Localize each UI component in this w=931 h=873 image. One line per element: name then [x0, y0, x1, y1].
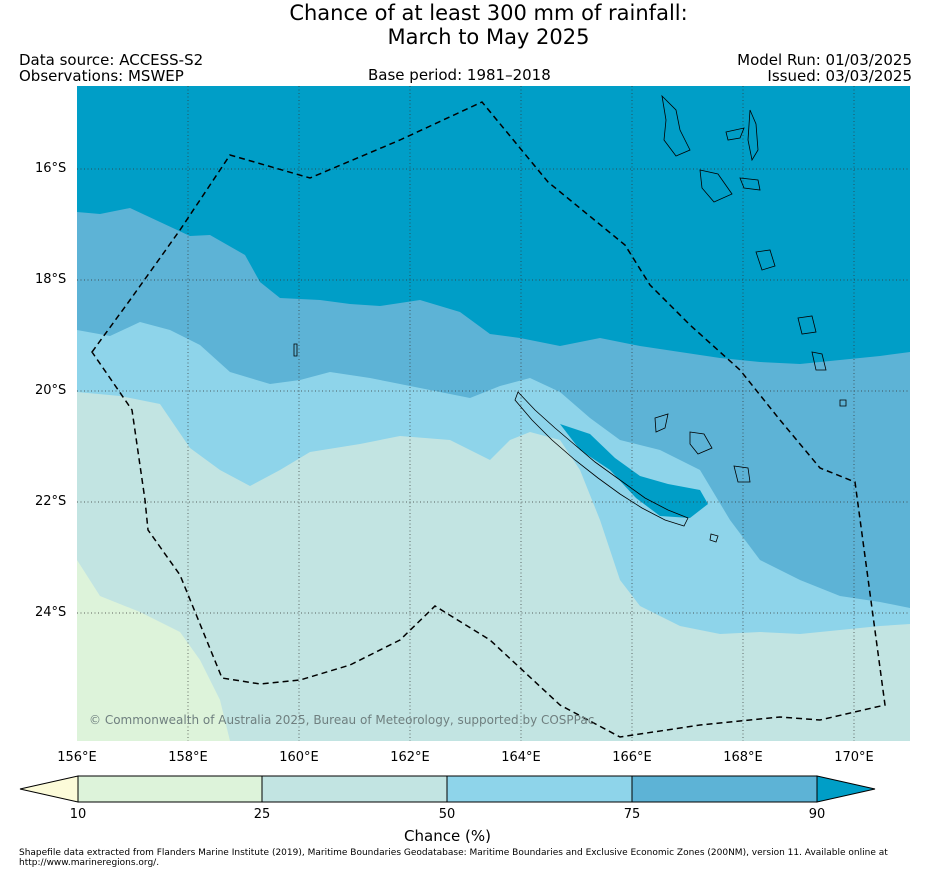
vanuatu-erromango	[797, 315, 817, 335]
graticule	[77, 86, 910, 741]
colorbar-extend-high	[816, 775, 876, 803]
colorbar-50-75	[446, 775, 633, 803]
band-10-25	[77, 560, 230, 741]
colorbar	[19, 775, 876, 803]
loyalty-island-3	[733, 465, 751, 483]
colorbar-tick-75: 75	[623, 807, 641, 822]
copyright-text: © Commonwealth of Australia 2025, Bureau…	[89, 713, 595, 727]
loyalty-island-2	[689, 431, 713, 455]
issued-text: Issued: 03/03/2025	[767, 67, 912, 85]
lon-label-170e: 170°E	[834, 750, 874, 765]
lat-label-18s: 18°S	[35, 272, 67, 287]
run-info: Model Run: 01/03/2025 Issued: 03/03/2025	[737, 52, 912, 84]
vanuatu-epi	[739, 177, 761, 191]
vanuatu-pentecost	[747, 109, 759, 162]
colorbar-tick-50: 50	[438, 807, 456, 822]
new-caledonia-island	[514, 391, 689, 527]
band-25-50	[77, 392, 910, 741]
high-chance-patch	[560, 424, 708, 518]
matthew-island	[839, 399, 847, 407]
map-title: Chance of at least 300 mm of rainfall: M…	[0, 1, 931, 49]
lat-label-22s: 22°S	[35, 494, 67, 509]
vanuatu-espiritu-santo	[661, 94, 691, 157]
lon-label-164e: 164°E	[501, 750, 541, 765]
lat-label-20s: 20°S	[35, 383, 67, 398]
model-run-text: Model Run: 01/03/2025	[737, 51, 912, 69]
data-source-text: Data source: ACCESS-S2	[19, 51, 204, 69]
title-line-1: Chance of at least 300 mm of rainfall:	[289, 1, 688, 25]
lon-label-166e: 166°E	[612, 750, 652, 765]
lon-label-162e: 162°E	[390, 750, 430, 765]
lat-label-16s: 16°S	[35, 161, 67, 176]
colorbar-10-25	[77, 775, 263, 803]
colorbar-75-90	[631, 775, 818, 803]
lon-label-156e: 156°E	[57, 750, 97, 765]
colorbar-tick-25: 25	[253, 807, 271, 822]
vanuatu-tanna	[811, 351, 827, 371]
eez-boundary	[91, 101, 886, 738]
colorbar-extend-low	[19, 775, 79, 803]
isle-of-pines	[709, 533, 719, 543]
colorbar-tick-10: 10	[69, 807, 87, 822]
colorbar-25-50	[261, 775, 448, 803]
colorbar-label: Chance (%)	[404, 827, 491, 845]
chesterfield-reef	[293, 343, 298, 357]
colorbar-tick-90: 90	[808, 807, 826, 822]
source-info: Data source: ACCESS-S2 Observations: MSW…	[19, 52, 203, 84]
probability-field	[77, 86, 910, 741]
title-line-2: March to May 2025	[387, 25, 590, 49]
lat-label-24s: 24°S	[35, 605, 67, 620]
lon-label-168e: 168°E	[723, 750, 763, 765]
footnote-text: Shapefile data extracted from Flanders M…	[19, 848, 888, 868]
observations-text: Observations: MSWEP	[19, 67, 184, 85]
loyalty-island-1	[654, 413, 669, 433]
lon-label-160e: 160°E	[279, 750, 319, 765]
base-period-text: Base period: 1981–2018	[368, 66, 551, 84]
vanuatu-efate	[755, 249, 776, 271]
lon-label-158e: 158°E	[168, 750, 208, 765]
vanuatu-malekula	[699, 169, 733, 203]
vanuatu-ambae	[725, 127, 745, 141]
